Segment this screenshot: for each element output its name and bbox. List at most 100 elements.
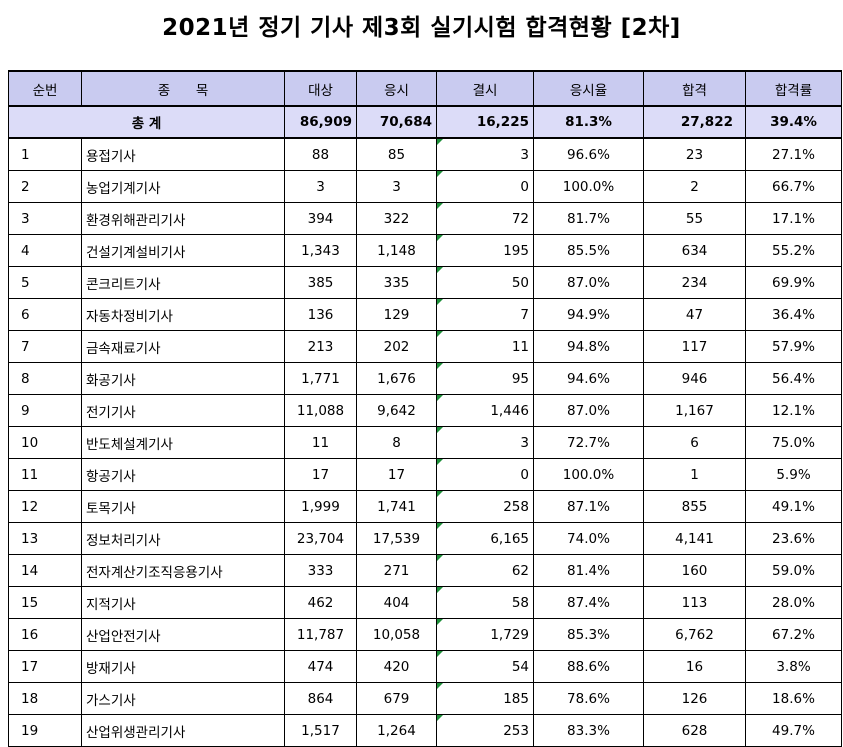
row-applied: 129 — [356, 298, 437, 331]
table-row: 13 정보처리기사 23,704 17,539 6,165 74.0% 4,141 23.6% — [8, 522, 842, 555]
row-target: 23,704 — [284, 522, 357, 555]
row-name: 자동차정비기사 — [81, 298, 285, 331]
row-rate: 88.6% — [533, 650, 644, 683]
row-target: 11,088 — [284, 394, 357, 427]
row-no: 4 — [8, 234, 82, 267]
row-target: 385 — [284, 266, 357, 299]
header-target: 대상 — [284, 70, 357, 107]
table-row: 9 전기기사 11,088 9,642 1,446 87.0% 1,167 12.1% — [8, 394, 842, 427]
row-no: 14 — [8, 554, 82, 587]
row-absent: 62 — [436, 554, 534, 587]
row-pass-rate: 56.4% — [745, 362, 842, 395]
header-passed: 합격 — [643, 70, 746, 107]
row-applied: 679 — [356, 682, 437, 715]
row-target: 864 — [284, 682, 357, 715]
table-row: 11 항공기사 17 17 0 100.0% 1 5.9% — [8, 458, 842, 491]
row-no: 2 — [8, 170, 82, 203]
row-name: 토목기사 — [81, 490, 285, 523]
table-row: 3 환경위해관리기사 394 322 72 81.7% 55 17.1% — [8, 202, 842, 235]
row-name: 건설기계설비기사 — [81, 234, 285, 267]
row-target: 11 — [284, 426, 357, 459]
row-applied: 335 — [356, 266, 437, 299]
row-passed: 47 — [643, 298, 746, 331]
row-pass-rate: 12.1% — [745, 394, 842, 427]
row-no: 1 — [8, 137, 82, 171]
row-name: 산업안전기사 — [81, 618, 285, 651]
table-row: 19 산업위생관리기사 1,517 1,264 253 83.3% 628 49.7% — [8, 714, 842, 747]
row-name: 전자계산기조직응용기사 — [81, 554, 285, 587]
row-applied: 8 — [356, 426, 437, 459]
row-name: 농업기계기사 — [81, 170, 285, 203]
row-target: 3 — [284, 170, 357, 203]
row-absent: 185 — [436, 682, 534, 715]
row-applied: 322 — [356, 202, 437, 235]
row-rate: 87.0% — [533, 266, 644, 299]
row-name: 항공기사 — [81, 458, 285, 491]
row-name: 용접기사 — [81, 137, 285, 171]
row-absent: 195 — [436, 234, 534, 267]
row-name: 반도체설계기사 — [81, 426, 285, 459]
row-applied: 1,148 — [356, 234, 437, 267]
row-passed: 6,762 — [643, 618, 746, 651]
row-target: 11,787 — [284, 618, 357, 651]
row-absent: 3 — [436, 426, 534, 459]
row-name: 가스기사 — [81, 682, 285, 715]
row-no: 5 — [8, 266, 82, 299]
row-name: 지적기사 — [81, 586, 285, 619]
row-pass-rate: 36.4% — [745, 298, 842, 331]
row-target: 462 — [284, 586, 357, 619]
row-rate: 94.8% — [533, 330, 644, 363]
table-row: 10 반도체설계기사 11 8 3 72.7% 6 75.0% — [8, 426, 842, 459]
row-pass-rate: 66.7% — [745, 170, 842, 203]
row-passed: 6 — [643, 426, 746, 459]
row-passed: 1,167 — [643, 394, 746, 427]
row-rate: 74.0% — [533, 522, 644, 555]
total-pass-rate: 39.4% — [745, 105, 842, 139]
row-no: 7 — [8, 330, 82, 363]
row-pass-rate: 59.0% — [745, 554, 842, 587]
row-absent: 258 — [436, 490, 534, 523]
row-name: 산업위생관리기사 — [81, 714, 285, 747]
row-pass-rate: 69.9% — [745, 266, 842, 299]
row-name: 금속재료기사 — [81, 330, 285, 363]
row-passed: 55 — [643, 202, 746, 235]
header-rate: 응시율 — [533, 70, 644, 107]
row-name: 콘크리트기사 — [81, 266, 285, 299]
row-pass-rate: 57.9% — [745, 330, 842, 363]
table-row: 18 가스기사 864 679 185 78.6% 126 18.6% — [8, 682, 842, 715]
row-absent: 11 — [436, 330, 534, 363]
row-no: 9 — [8, 394, 82, 427]
total-target: 86,909 — [284, 105, 357, 139]
row-passed: 634 — [643, 234, 746, 267]
row-applied: 420 — [356, 650, 437, 683]
row-applied: 1,741 — [356, 490, 437, 523]
row-rate: 81.7% — [533, 202, 644, 235]
row-absent: 0 — [436, 170, 534, 203]
header-applied: 응시 — [356, 70, 437, 107]
row-pass-rate: 28.0% — [745, 586, 842, 619]
row-name: 전기기사 — [81, 394, 285, 427]
row-target: 1,517 — [284, 714, 357, 747]
row-rate: 94.9% — [533, 298, 644, 331]
row-rate: 85.5% — [533, 234, 644, 267]
row-target: 17 — [284, 458, 357, 491]
row-passed: 23 — [643, 137, 746, 171]
row-absent: 0 — [436, 458, 534, 491]
row-applied: 9,642 — [356, 394, 437, 427]
row-target: 88 — [284, 137, 357, 171]
row-passed: 855 — [643, 490, 746, 523]
header-absent: 결시 — [436, 70, 534, 107]
table-row: 5 콘크리트기사 385 335 50 87.0% 234 69.9% — [8, 266, 842, 299]
row-absent: 58 — [436, 586, 534, 619]
row-rate: 87.4% — [533, 586, 644, 619]
row-passed: 16 — [643, 650, 746, 683]
row-no: 3 — [8, 202, 82, 235]
row-passed: 4,141 — [643, 522, 746, 555]
row-no: 10 — [8, 426, 82, 459]
row-rate: 85.3% — [533, 618, 644, 651]
row-absent: 3 — [436, 137, 534, 171]
header-name: 종 목 — [81, 70, 285, 107]
row-no: 11 — [8, 458, 82, 491]
table-row: 15 지적기사 462 404 58 87.4% 113 28.0% — [8, 586, 842, 619]
row-rate: 96.6% — [533, 137, 644, 171]
